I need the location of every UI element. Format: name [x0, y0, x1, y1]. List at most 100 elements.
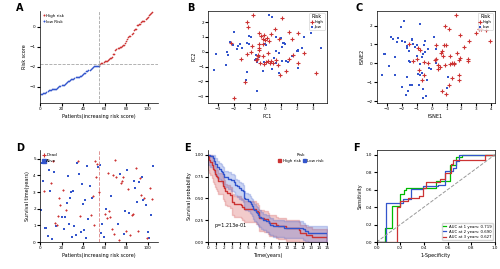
low — [423, 78, 431, 82]
Point — [116, 45, 124, 49]
Point — [112, 48, 120, 52]
X-axis label: Patients(increasing risk score): Patients(increasing risk score) — [62, 114, 136, 119]
Point — [146, 12, 154, 16]
Point — [138, 19, 146, 23]
low — [272, 61, 280, 65]
high — [276, 72, 284, 77]
low — [444, 86, 452, 90]
Point — [103, 58, 111, 63]
Y-axis label: Sensitivity: Sensitivity — [358, 183, 363, 209]
high — [256, 61, 264, 65]
Point — [68, 77, 76, 81]
Alive — [75, 172, 83, 176]
high — [242, 51, 250, 56]
Alive — [46, 189, 54, 193]
high — [252, 58, 260, 62]
X-axis label: 1-Specificity: 1-Specificity — [420, 253, 451, 258]
Point — [53, 86, 61, 90]
Dead — [112, 175, 120, 179]
high — [414, 46, 422, 50]
low — [288, 54, 296, 58]
Text: A: A — [16, 3, 24, 13]
Point — [61, 82, 69, 86]
Point — [58, 83, 66, 88]
Legend: high, low: high, low — [310, 13, 324, 30]
AUC at 2 years: 0.690: (0, 0): 0.690: (0, 0) — [374, 240, 380, 244]
low — [242, 41, 250, 45]
AUC at 1 years: 0.719: (0.13, 0.415): 0.719: (0.13, 0.415) — [389, 204, 395, 207]
low — [404, 48, 412, 53]
Dead — [140, 196, 148, 200]
low — [298, 45, 306, 50]
AUC at 2 years: 0.690: (0.295, 0.612): 0.690: (0.295, 0.612) — [408, 187, 414, 190]
Dead — [124, 187, 132, 192]
Dead — [117, 180, 125, 185]
low — [272, 49, 280, 53]
X-axis label: Patients(increasing risk score): Patients(increasing risk score) — [62, 253, 136, 258]
Point — [56, 84, 64, 88]
low — [261, 42, 269, 46]
Point — [66, 77, 74, 82]
AUC at 1 years: 0.719: (0.724, 1): 0.719: (0.724, 1) — [460, 153, 466, 156]
Point — [65, 79, 73, 83]
Alive — [81, 198, 89, 202]
Alive — [42, 225, 50, 230]
high — [254, 54, 262, 58]
Alive — [65, 222, 73, 226]
Alive — [37, 208, 45, 212]
AUC at 1 years: 0.719: (0.202, 0.552): 0.719: (0.202, 0.552) — [398, 192, 404, 196]
Point — [112, 47, 120, 52]
low — [232, 47, 240, 51]
Point — [145, 13, 153, 17]
Point — [38, 91, 46, 96]
AUC at 1 years: 0.719: (0.734, 1): 0.719: (0.734, 1) — [460, 153, 466, 156]
high — [312, 71, 320, 75]
Alive — [98, 231, 106, 235]
Point — [107, 56, 115, 60]
low — [400, 18, 408, 23]
low — [392, 40, 400, 44]
low — [242, 77, 250, 82]
high — [476, 19, 484, 24]
Point — [52, 86, 60, 91]
Dead — [40, 189, 48, 194]
low — [406, 83, 414, 88]
high — [274, 63, 282, 67]
Point — [96, 62, 104, 66]
low — [413, 43, 421, 47]
high — [269, 61, 277, 65]
Point — [108, 55, 116, 59]
high — [464, 57, 471, 62]
high — [260, 41, 268, 46]
Point — [75, 75, 83, 79]
AUC at 2 years: 0.690: (0.697, 1): 0.690: (0.697, 1) — [456, 153, 462, 156]
Alive — [82, 235, 90, 240]
Point — [42, 90, 50, 95]
high — [260, 62, 268, 66]
Dead — [138, 192, 145, 197]
AUC at 3 years: 0.627: (0.393, 0.619): 0.627: (0.393, 0.619) — [420, 186, 426, 190]
low — [398, 25, 406, 29]
high — [477, 27, 485, 31]
low — [416, 62, 424, 67]
Alive — [149, 164, 157, 168]
Alive — [88, 196, 96, 200]
high — [250, 13, 258, 17]
high — [424, 61, 432, 65]
high — [262, 37, 270, 42]
AUC at 1 years: 0.719: (0, 0): 0.719: (0, 0) — [374, 240, 380, 244]
AUC at 1 years: 0.719: (0.0687, 0.164): 0.719: (0.0687, 0.164) — [382, 226, 388, 229]
X-axis label: tSNE1: tSNE1 — [428, 114, 444, 119]
Legend: high, low: high, low — [478, 13, 493, 30]
Line: AUC at 2 years: 0.690: AUC at 2 years: 0.690 — [376, 155, 495, 242]
Alive — [131, 186, 139, 190]
low — [420, 43, 428, 47]
high — [446, 61, 454, 66]
AUC at 2 years: 0.690: (0.391, 0.646): 0.690: (0.391, 0.646) — [420, 184, 426, 187]
Alive — [42, 225, 50, 230]
low — [294, 66, 302, 70]
AUC at 1 years: 0.719: (0.252, 0.617): 0.719: (0.252, 0.617) — [404, 186, 409, 190]
Dead — [89, 194, 97, 198]
low — [401, 39, 409, 44]
Point — [128, 32, 136, 37]
